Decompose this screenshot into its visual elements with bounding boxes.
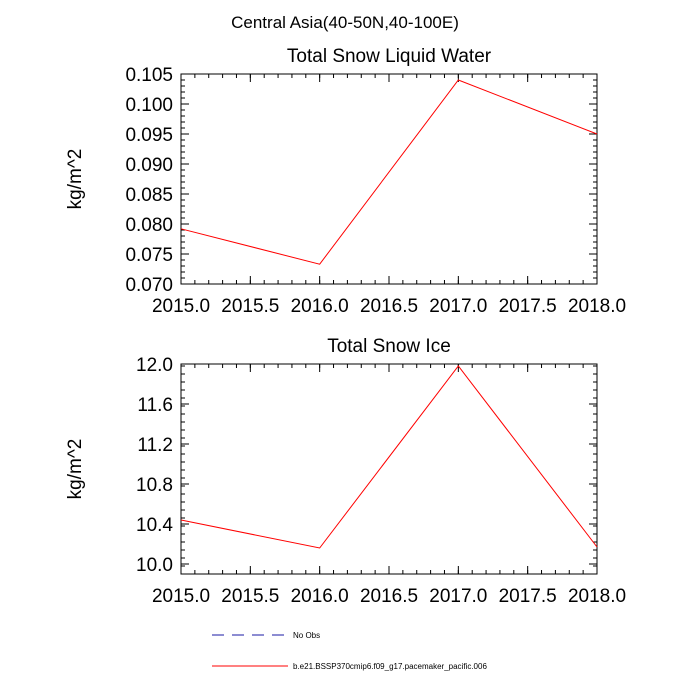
y-tick-label: 10.4 bbox=[136, 515, 173, 536]
x-tick-label: 2015.0 bbox=[152, 586, 210, 607]
x-tick-label: 2017.0 bbox=[429, 296, 487, 317]
legend-label: b.e21.BSSP370cmip6.f09_g17.pacemaker_pac… bbox=[293, 662, 487, 671]
panel-2: Total Snow Ice kg/m^2 2015.0 2015.5 2016.0 20… bbox=[65, 336, 626, 607]
x-tick-label: 2015.0 bbox=[152, 296, 210, 317]
y-tick-label: 0.080 bbox=[125, 215, 173, 236]
y-tick-label: 11.2 bbox=[137, 435, 173, 456]
x-tick-label: 2017.5 bbox=[499, 296, 557, 317]
y-tick-label: 0.100 bbox=[125, 95, 173, 116]
y-tick-label: 0.070 bbox=[125, 275, 173, 296]
y-tick-label: 12.0 bbox=[136, 355, 173, 376]
y-tick-label: 11.6 bbox=[137, 395, 173, 416]
series-line bbox=[180, 79, 598, 265]
series-line bbox=[180, 365, 598, 549]
plot-frame bbox=[180, 73, 598, 285]
y-tick-label: 10.8 bbox=[136, 475, 173, 496]
y-tick-label: 10.0 bbox=[136, 555, 173, 576]
x-tick-label: 2016.0 bbox=[291, 296, 349, 317]
y-tick-label: 0.095 bbox=[125, 125, 173, 146]
figure-suptitle: Central Asia(40-50N,40-100E) bbox=[231, 13, 459, 32]
chart-panels: Total Snow Liquid Water kg/m^2 2015.0 2015.… bbox=[65, 46, 626, 607]
legend: No Obs b.e21.BSSP370cmip6.f09_g17.pacemak… bbox=[212, 631, 487, 671]
y-axis-label: kg/m^2 bbox=[65, 149, 86, 210]
x-tick-label: 2015.5 bbox=[221, 586, 279, 607]
x-tick-label: 2015.5 bbox=[221, 296, 279, 317]
y-tick-label: 0.085 bbox=[125, 185, 173, 206]
x-tick-label: 2017.5 bbox=[499, 586, 557, 607]
x-tick-label: 2017.0 bbox=[429, 586, 487, 607]
panel-title: Total Snow Liquid Water bbox=[287, 46, 492, 67]
panel-1: Total Snow Liquid Water kg/m^2 2015.0 2015.… bbox=[65, 46, 626, 317]
y-axis-label: kg/m^2 bbox=[65, 439, 86, 500]
y-tick-label: 0.090 bbox=[125, 155, 173, 176]
panel-title: Total Snow Ice bbox=[327, 336, 451, 357]
x-tick-label: 2018.0 bbox=[568, 586, 626, 607]
legend-item: No Obs bbox=[212, 631, 320, 640]
legend-item: b.e21.BSSP370cmip6.f09_g17.pacemaker_pac… bbox=[212, 662, 487, 671]
x-tick-label: 2016.5 bbox=[360, 296, 418, 317]
y-tick-label: 0.105 bbox=[125, 65, 173, 86]
y-tick-label: 0.075 bbox=[125, 245, 173, 266]
legend-label: No Obs bbox=[293, 631, 320, 640]
plot-frame bbox=[180, 363, 598, 575]
x-tick-label: 2018.0 bbox=[568, 296, 626, 317]
x-tick-label: 2016.5 bbox=[360, 586, 418, 607]
x-tick-label: 2016.0 bbox=[291, 586, 349, 607]
